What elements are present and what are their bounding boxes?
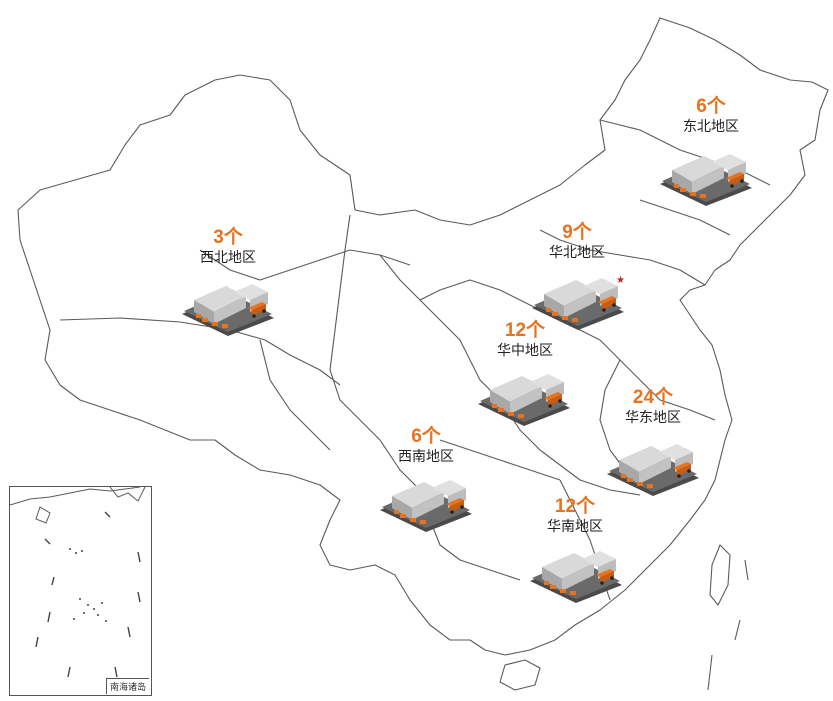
region-name: 东北地区 [683,119,739,135]
province-line [59,317,341,386]
region-count: 6个 [411,426,441,447]
inset-map [9,486,146,678]
province-line [499,399,641,496]
warehouse-icon [530,551,622,603]
province-line [379,439,521,581]
region-dongbei: 6个 东北地区 [656,96,766,136]
warehouse-icon [182,284,274,336]
province-line [639,199,731,236]
region-name: 西南地区 [398,449,454,465]
province-line [539,229,706,286]
warehouse-icon [478,374,570,426]
warehouse-icon [660,154,752,206]
region-name: 西北地区 [200,250,256,266]
region-count: 24个 [632,387,674,408]
region-count: 9个 [562,222,592,243]
region-huanan: 12个 华南地区 [520,496,630,536]
region-huadong: 24个 华东地区 [598,387,708,427]
province-line [329,214,381,441]
region-count: 6个 [696,96,726,117]
region-count: 3个 [213,227,243,248]
province-line [199,249,411,281]
region-count: 12个 [504,320,546,341]
region-huazhong: 12个 华中地区 [470,320,580,360]
taiwan-island [709,544,731,606]
red-star-icon: ★ [616,275,625,286]
region-name: 华南地区 [547,519,603,535]
province-line [599,339,716,421]
warehouse-icon [607,444,699,496]
south-china-sea-inset: 南海诸岛 [9,486,152,696]
hainan-island [499,659,541,691]
region-xibei: 3个 西北地区 [173,227,283,267]
region-huabei: 9个 华北地区 [522,222,632,262]
region-xinan: 6个 西南地区 [371,426,481,466]
warehouse-icon [380,480,472,532]
province-line [259,339,331,451]
province-line [439,439,561,481]
coast-line [707,559,749,691]
region-name: 华东地区 [625,410,681,426]
region-count: 12个 [554,496,596,517]
inset-label: 南海诸岛 [105,678,149,694]
province-line [599,359,626,471]
country-border [17,17,829,656]
region-name: 华中地区 [497,343,553,359]
region-name: 华北地区 [549,245,605,261]
